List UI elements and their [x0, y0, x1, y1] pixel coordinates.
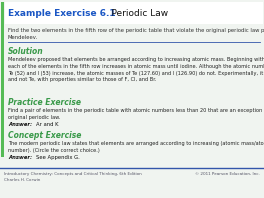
Text: Mendeleev proposed that elements be arranged according to increasing atomic mass: Mendeleev proposed that elements be arra… [8, 57, 264, 82]
Text: The modern periodic law states that elements are arranged according to increasin: The modern periodic law states that elem… [8, 141, 264, 153]
Text: Find a pair of elements in the periodic table with atomic numbers less than 20 t: Find a pair of elements in the periodic … [8, 108, 264, 120]
Text: Practice Exercise: Practice Exercise [8, 98, 81, 107]
Text: Charles H. Corwin: Charles H. Corwin [4, 178, 40, 182]
FancyBboxPatch shape [1, 2, 4, 157]
Text: Answer:: Answer: [8, 122, 32, 127]
Text: Example Exercise 6.1: Example Exercise 6.1 [8, 9, 116, 17]
Text: © 2011 Pearson Education, Inc.: © 2011 Pearson Education, Inc. [195, 172, 260, 176]
Text: Solution: Solution [8, 47, 44, 56]
FancyBboxPatch shape [5, 2, 263, 24]
Text: Concept Exercise: Concept Exercise [8, 131, 81, 140]
Text: Introductory Chemistry: Concepts and Critical Thinking, 6th Edition: Introductory Chemistry: Concepts and Cri… [4, 172, 142, 176]
Text: Ar and K: Ar and K [36, 122, 59, 127]
Text: Find the two elements in the fifth row of the periodic table that violate the or: Find the two elements in the fifth row o… [8, 28, 264, 40]
Text: Periodic Law: Periodic Law [100, 9, 168, 17]
Text: See Appendix G.: See Appendix G. [36, 155, 80, 160]
Text: Answer:: Answer: [8, 155, 32, 160]
